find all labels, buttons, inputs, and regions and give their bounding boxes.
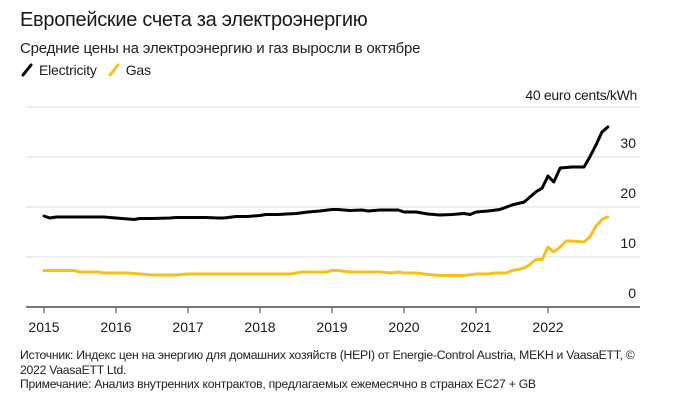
chart-footer: Источник: Индекс цен на энергию для дома… — [20, 348, 660, 392]
legend-item-gas: Gas — [107, 62, 151, 78]
x-tick-label-2022: 2022 — [532, 319, 563, 335]
series-line-gas — [42, 215, 610, 277]
x-tick-label-2015: 2015 — [28, 319, 59, 335]
legend-swatch-electricity — [21, 63, 33, 77]
x-tick-label-2017: 2017 — [172, 319, 203, 335]
y-tick-label-30: 30 — [620, 135, 636, 151]
x-tick-label-2020: 2020 — [388, 319, 419, 335]
x-tick-label-2019: 2019 — [316, 319, 347, 335]
y-tick-label-10: 10 — [620, 235, 636, 251]
legend: Electricity Gas — [20, 62, 155, 78]
y-tick-label-0: 0 — [628, 285, 636, 301]
legend-label-electricity: Electricity — [39, 62, 97, 78]
y-axis-unit-label: 40 euro cents/kWh — [525, 87, 637, 103]
x-tick-label-2016: 2016 — [100, 319, 131, 335]
x-tick-label-2018: 2018 — [244, 319, 275, 335]
legend-swatch-gas — [108, 63, 120, 77]
footnote: Примечание: Анализ внутренних контрактов… — [20, 377, 536, 391]
source-note: Источник: Индекс цен на энергию для дома… — [20, 348, 635, 377]
legend-item-electricity: Electricity — [20, 62, 97, 78]
legend-label-gas: Gas — [125, 62, 151, 78]
x-tick-label-2021: 2021 — [460, 319, 491, 335]
series-line-electricity — [42, 125, 610, 221]
chart-subtitle: Средние цены на электроэнергию и газ выр… — [20, 40, 421, 57]
chart-title: Европейские счета за электроэнергию — [20, 9, 368, 31]
y-tick-label-20: 20 — [620, 185, 636, 201]
